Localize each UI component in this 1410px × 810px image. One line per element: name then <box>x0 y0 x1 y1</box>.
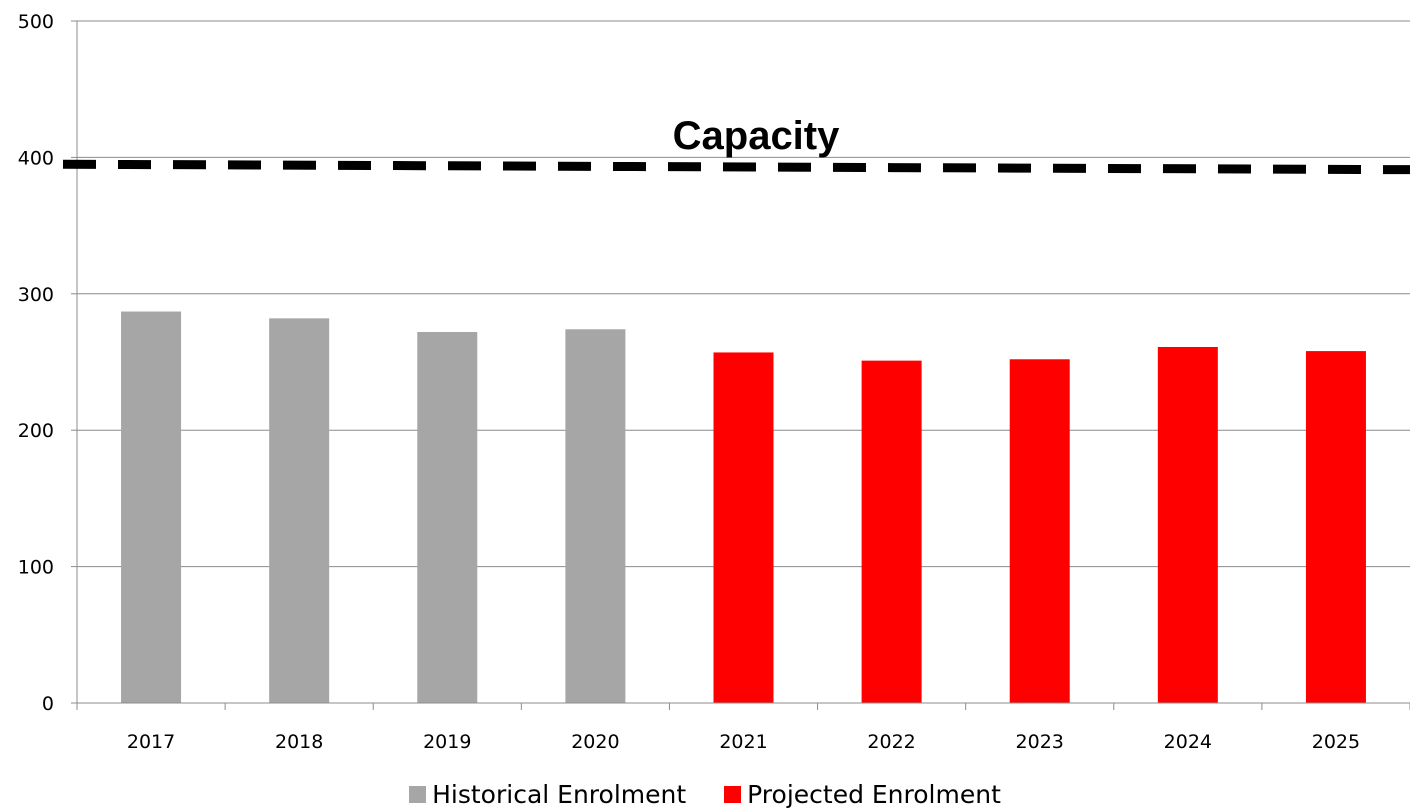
bars <box>121 311 1366 703</box>
x-tick-label: 2017 <box>127 731 175 753</box>
y-tick-label: 400 <box>18 147 54 169</box>
x-tick-label: 2024 <box>1164 731 1212 753</box>
capacity-label: Capacity <box>673 114 840 158</box>
bar-historical <box>269 318 330 703</box>
bar-projected <box>1009 359 1070 703</box>
x-tick-label: 2023 <box>1016 731 1064 753</box>
bar-projected <box>1157 346 1218 703</box>
legend-label-projected: Projected Enrolment <box>747 779 1001 809</box>
legend: Historical Enrolment Projected Enrolment <box>0 778 1410 810</box>
axes <box>71 20 1410 710</box>
y-tick-label: 100 <box>18 557 54 579</box>
bar-historical <box>417 331 478 703</box>
y-tick-label: 0 <box>42 693 54 715</box>
legend-swatch-historical <box>409 785 427 803</box>
capacity-line <box>62 159 1410 175</box>
x-tick-label: 2019 <box>423 731 471 753</box>
y-tick-label: 200 <box>18 420 54 442</box>
bar-historical <box>121 311 182 703</box>
bar-projected <box>1305 351 1366 703</box>
bar-projected <box>861 360 922 703</box>
legend-item-projected: Projected Enrolment <box>724 780 1001 809</box>
enrolment-bar-chart: Capacity 0 100 200 300 400 500 2017 2018 2019 202… <box>18 11 1410 753</box>
tick-labels: 0 100 200 300 400 500 2017 2018 2019 2020 2021 2022… <box>18 11 1360 753</box>
x-tick-label: 2025 <box>1312 731 1360 753</box>
legend-label-historical: Historical Enrolment <box>432 779 687 809</box>
bar-projected <box>713 352 774 703</box>
x-tick-label: 2018 <box>275 731 323 753</box>
legend-swatch-projected <box>724 785 742 803</box>
y-tick-label: 500 <box>18 11 54 33</box>
legend-item-historical: Historical Enrolment <box>409 780 686 809</box>
capacity-line-group: Capacity <box>62 114 1410 175</box>
bar-historical <box>565 329 626 703</box>
y-tick-label: 300 <box>18 284 54 306</box>
x-tick-label: 2022 <box>867 731 915 753</box>
x-tick-label: 2021 <box>719 731 767 753</box>
x-tick-label: 2020 <box>571 731 619 753</box>
